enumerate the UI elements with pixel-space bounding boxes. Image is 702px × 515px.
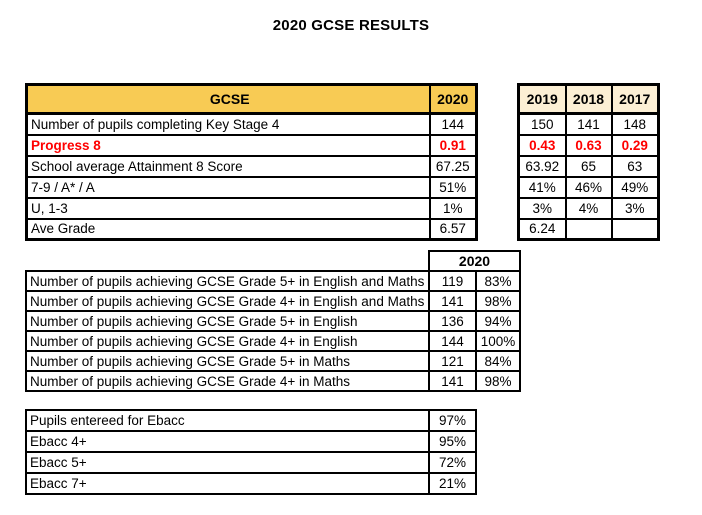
table-row: Ebacc 5+ 72% bbox=[25, 451, 477, 474]
row-value: 97% bbox=[428, 409, 477, 432]
row-label: Ebacc 5+ bbox=[25, 451, 430, 474]
history-header-2017: 2017 bbox=[610, 83, 660, 115]
summary-header-gcse: GCSE bbox=[25, 83, 431, 115]
row-value-progress8: 0.29 bbox=[610, 133, 660, 157]
row-label: Ave Grade bbox=[25, 217, 431, 241]
row-label: Number of pupils achieving GCSE Grade 5+… bbox=[25, 310, 430, 332]
row-percent: 84% bbox=[475, 350, 521, 372]
table-row: Number of pupils achieving GCSE Grade 5+… bbox=[25, 270, 521, 292]
row-label: School average Attainment 8 Score bbox=[25, 154, 431, 178]
row-value: 49% bbox=[610, 175, 660, 199]
row-percent: 98% bbox=[475, 370, 521, 392]
row-value: 3% bbox=[517, 196, 567, 220]
row-label: 7-9 / A* / A bbox=[25, 175, 431, 199]
ebacc-table: Pupils entereed for Ebacc 97% Ebacc 4+ 9… bbox=[25, 409, 477, 495]
row-count: 141 bbox=[428, 370, 477, 392]
row-value: 4% bbox=[564, 196, 613, 220]
summary-header-row: GCSE 2020 bbox=[25, 83, 478, 115]
row-label: Pupils entereed for Ebacc bbox=[25, 409, 430, 432]
row-value-progress8: 0.43 bbox=[517, 133, 567, 157]
row-value: 3% bbox=[610, 196, 660, 220]
row-value: 63.92 bbox=[517, 154, 567, 178]
row-value: 67.25 bbox=[428, 154, 478, 178]
row-value: 141 bbox=[564, 112, 613, 136]
table-row: Number of pupils completing Key Stage 4 … bbox=[25, 112, 478, 136]
row-percent: 94% bbox=[475, 310, 521, 332]
table-row: Ebacc 7+ 21% bbox=[25, 472, 477, 495]
row-value-progress8: 0.91 bbox=[428, 133, 478, 157]
row-label: Number of pupils achieving GCSE Grade 5+… bbox=[25, 350, 430, 372]
row-label: Number of pupils achieving GCSE Grade 4+… bbox=[25, 370, 430, 392]
row-value: 46% bbox=[564, 175, 613, 199]
spacer-cell bbox=[26, 251, 429, 271]
table-row: 63.92 65 63 bbox=[517, 154, 660, 178]
row-value: 51% bbox=[428, 175, 478, 199]
gcse-summary-table: GCSE 2020 Number of pupils completing Ke… bbox=[25, 83, 478, 241]
table-row: 3% 4% 3% bbox=[517, 196, 660, 220]
row-value: 21% bbox=[428, 472, 477, 495]
row-value: 6.57 bbox=[428, 217, 478, 241]
row-label: Ebacc 7+ bbox=[25, 472, 430, 495]
row-label: Number of pupils achieving GCSE Grade 4+… bbox=[25, 290, 430, 312]
row-count: 119 bbox=[428, 270, 477, 292]
row-value: 144 bbox=[428, 112, 478, 136]
table-row: U, 1-3 1% bbox=[25, 196, 478, 220]
table-row: Progress 8 0.91 bbox=[25, 133, 478, 157]
table-row: 6.24 bbox=[517, 217, 660, 241]
row-value: 72% bbox=[428, 451, 477, 474]
table-row: Ave Grade 6.57 bbox=[25, 217, 478, 241]
summary-header-year-2020: 2020 bbox=[428, 83, 478, 115]
table-row: Number of pupils achieving GCSE Grade 5+… bbox=[25, 350, 521, 372]
table-row: Number of pupils achieving GCSE Grade 4+… bbox=[25, 370, 521, 392]
row-label: Number of pupils completing Key Stage 4 bbox=[25, 112, 431, 136]
table-row: 150 141 148 bbox=[517, 112, 660, 136]
row-count: 141 bbox=[428, 290, 477, 312]
row-value: 95% bbox=[428, 430, 477, 453]
page-title: 2020 GCSE RESULTS bbox=[272, 17, 430, 34]
row-label: Number of pupils achieving GCSE Grade 4+… bbox=[25, 330, 430, 352]
table-row: 0.43 0.63 0.29 bbox=[517, 133, 660, 157]
history-header-2019: 2019 bbox=[517, 83, 567, 115]
history-header-2018: 2018 bbox=[564, 83, 613, 115]
row-value: 148 bbox=[610, 112, 660, 136]
row-label: U, 1-3 bbox=[25, 196, 431, 220]
row-value-empty bbox=[610, 217, 660, 241]
table-row: Number of pupils achieving GCSE Grade 4+… bbox=[25, 290, 521, 312]
row-label-progress8: Progress 8 bbox=[25, 133, 431, 157]
table-row: Pupils entereed for Ebacc 97% bbox=[25, 409, 477, 432]
table-row: School average Attainment 8 Score 67.25 bbox=[25, 154, 478, 178]
gcse-history-table: 2019 2018 2017 150 141 148 0.43 0.63 0.2… bbox=[517, 83, 660, 241]
row-count: 144 bbox=[428, 330, 477, 352]
table-row: Ebacc 4+ 95% bbox=[25, 430, 477, 453]
row-value: 1% bbox=[428, 196, 478, 220]
table-row: Number of pupils achieving GCSE Grade 5+… bbox=[25, 310, 521, 332]
grades-header-row: 2020 bbox=[26, 250, 521, 272]
row-percent: 83% bbox=[475, 270, 521, 292]
row-value-progress8: 0.63 bbox=[564, 133, 613, 157]
row-value-empty bbox=[564, 217, 613, 241]
row-count: 121 bbox=[428, 350, 477, 372]
row-value: 41% bbox=[517, 175, 567, 199]
table-row: 7-9 / A* / A 51% bbox=[25, 175, 478, 199]
row-percent: 100% bbox=[475, 330, 521, 352]
row-count: 136 bbox=[428, 310, 477, 332]
row-label: Number of pupils achieving GCSE Grade 5+… bbox=[25, 270, 430, 292]
row-value: 63 bbox=[610, 154, 660, 178]
grades-header-year-2020: 2020 bbox=[428, 250, 521, 272]
row-value: 6.24 bbox=[517, 217, 567, 241]
row-value: 150 bbox=[517, 112, 567, 136]
table-row: 41% 46% 49% bbox=[517, 175, 660, 199]
table-row: Number of pupils achieving GCSE Grade 4+… bbox=[25, 330, 521, 352]
row-percent: 98% bbox=[475, 290, 521, 312]
history-header-row: 2019 2018 2017 bbox=[517, 83, 660, 115]
grade-achievement-table: 2020 Number of pupils achieving GCSE Gra… bbox=[25, 250, 521, 392]
row-value: 65 bbox=[564, 154, 613, 178]
row-label: Ebacc 4+ bbox=[25, 430, 430, 453]
